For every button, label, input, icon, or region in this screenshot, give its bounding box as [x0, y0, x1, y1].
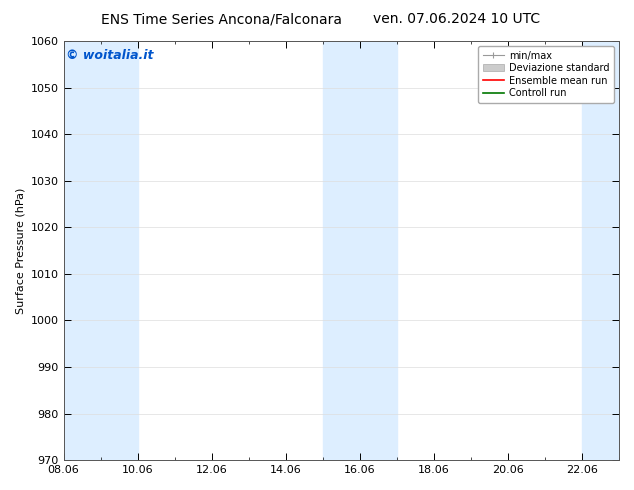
Text: ENS Time Series Ancona/Falconara: ENS Time Series Ancona/Falconara — [101, 12, 342, 26]
Y-axis label: Surface Pressure (hPa): Surface Pressure (hPa) — [15, 187, 25, 314]
Legend: min/max, Deviazione standard, Ensemble mean run, Controll run: min/max, Deviazione standard, Ensemble m… — [477, 46, 614, 103]
Bar — [63, 41, 138, 460]
Bar — [323, 41, 397, 460]
Bar — [582, 41, 619, 460]
Text: © woitalia.it: © woitalia.it — [67, 49, 154, 62]
Text: ven. 07.06.2024 10 UTC: ven. 07.06.2024 10 UTC — [373, 12, 540, 26]
